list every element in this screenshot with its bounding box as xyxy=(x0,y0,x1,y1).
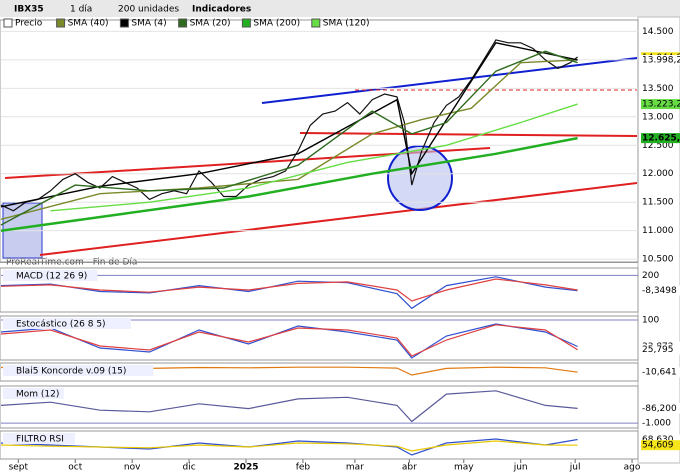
price-tag-label: 13.998,23 xyxy=(642,55,680,65)
x-tick-label: jun xyxy=(513,463,528,473)
series-line xyxy=(0,276,578,310)
y-tick-label: 14.500 xyxy=(642,27,674,37)
price-tag-label: 54,609 xyxy=(642,441,674,451)
price-tag xyxy=(641,54,680,65)
series-line xyxy=(0,278,578,302)
trendline xyxy=(261,57,638,104)
panel-frame xyxy=(0,430,639,460)
series-line xyxy=(0,59,578,220)
legend-label: Precio xyxy=(15,19,43,29)
y-tick-label: 11.000 xyxy=(642,226,674,236)
symbol[interactable]: IBX35 xyxy=(14,5,44,15)
legend-label: SMA (4) xyxy=(131,19,166,29)
period[interactable]: 1 día xyxy=(70,5,92,15)
y-tick-label: 13.500 xyxy=(642,84,674,94)
x-tick-label: abr xyxy=(402,463,417,473)
y-tick-label: 11.500 xyxy=(642,198,674,208)
x-tick-label: mar xyxy=(346,463,364,473)
legend-label: SMA (20) xyxy=(190,19,231,29)
y-tick-label: 10.500 xyxy=(642,255,674,265)
units[interactable]: 200 unidades xyxy=(118,5,179,15)
trendline xyxy=(39,182,638,256)
price-tag xyxy=(641,285,680,296)
y-tick-label: 12.500 xyxy=(642,141,674,151)
legend-label: SMA (40) xyxy=(68,19,109,29)
highlight-circle xyxy=(387,145,453,211)
panel-title: FILTRO RSI xyxy=(16,435,64,445)
legend-swatch xyxy=(241,18,251,28)
x-tick-label: sept xyxy=(9,463,29,473)
series-line xyxy=(0,440,578,452)
y-tick-label: -1.000 xyxy=(642,419,671,429)
series-line xyxy=(0,42,578,208)
panel-frame xyxy=(0,385,639,429)
panel-title: Estocástico (26 8 5) xyxy=(16,320,106,330)
y-tick-label: 12.000 xyxy=(642,169,674,179)
y-tick-label: 100 xyxy=(642,316,659,326)
x-tick-label: oct xyxy=(68,463,82,473)
panel-title: Blai5 Koncorde v.09 (15) xyxy=(16,367,126,377)
panel-frame xyxy=(0,362,639,382)
x-tick-label: 2025 xyxy=(233,463,258,473)
x-tick-label: jul xyxy=(569,463,581,473)
series-line xyxy=(0,50,578,226)
legend-label: SMA (120) xyxy=(323,19,370,29)
x-tick-label: dic xyxy=(182,463,195,473)
legend-swatch xyxy=(311,18,321,28)
series-line xyxy=(0,39,578,212)
price-tag-label: -8,3498 xyxy=(642,286,677,296)
legend-swatch xyxy=(3,18,13,28)
panel-frame xyxy=(0,315,639,361)
series-line xyxy=(0,390,578,423)
price-tag-label: 68,630 xyxy=(642,435,674,445)
panel-title: MACD (12 26 9) xyxy=(16,272,87,282)
series-line xyxy=(0,324,578,357)
panel-title: Mom (12) xyxy=(16,390,59,400)
price-tag-label: 13.223,27 xyxy=(642,100,680,110)
panel-frame xyxy=(0,267,639,313)
price-tag xyxy=(641,344,680,355)
price-tag-label: -86,200 xyxy=(642,404,677,414)
price-tag xyxy=(641,434,680,445)
panel-title-bg xyxy=(3,365,154,376)
legend-swatch xyxy=(56,18,66,28)
legend-swatch xyxy=(178,18,188,28)
price-tag xyxy=(641,99,680,110)
panel-title-bg xyxy=(3,388,64,399)
price-tag xyxy=(641,367,680,378)
panel-title-bg xyxy=(3,433,75,444)
legend-swatch xyxy=(119,18,129,28)
y-tick-label: 13.000 xyxy=(642,112,674,122)
x-tick-label: nov xyxy=(124,463,141,473)
y-tick-label: 200 xyxy=(642,271,659,281)
x-tick-label: may xyxy=(454,463,474,473)
toolbar xyxy=(0,0,680,17)
price-tag-label: 12.625,6 xyxy=(642,134,680,144)
price-tag-label: 25,795 xyxy=(642,345,674,355)
legend-label: SMA (200) xyxy=(253,19,300,29)
series-line xyxy=(50,103,578,212)
price-tag-label: -10,641 xyxy=(642,368,677,378)
x-tick-label: ago xyxy=(624,463,641,473)
price-tag xyxy=(641,133,680,144)
price-tag xyxy=(641,403,680,414)
trendline xyxy=(299,132,638,137)
x-tick-label: feb xyxy=(296,463,311,473)
series-line xyxy=(0,136,578,232)
panel-title-bg xyxy=(3,318,131,329)
indicators[interactable]: Indicadores xyxy=(192,5,251,15)
panel-title-bg xyxy=(3,270,98,281)
price-tag xyxy=(641,440,680,451)
